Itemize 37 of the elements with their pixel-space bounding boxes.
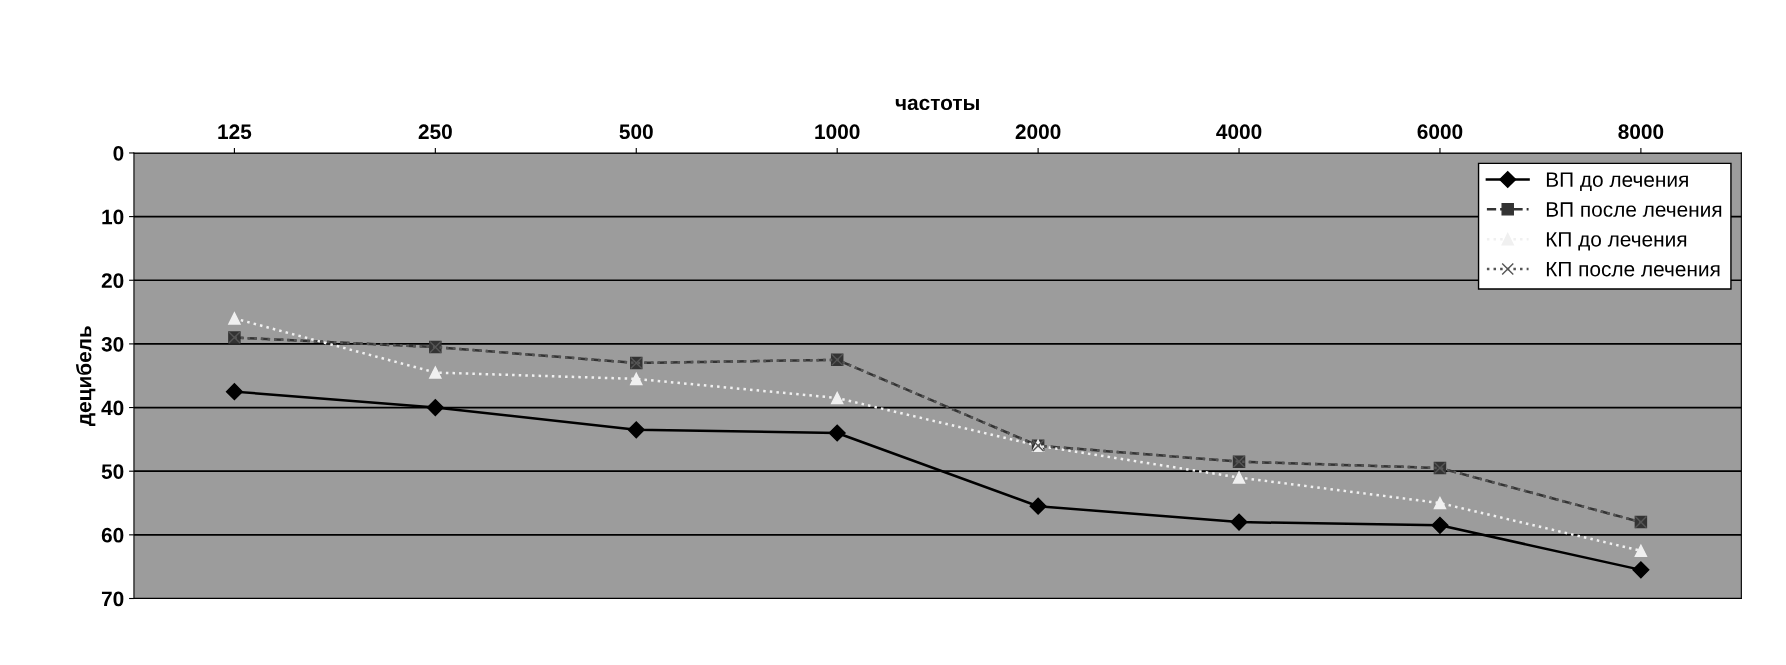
- y-tick-label: 30: [101, 336, 124, 352]
- x-tick-label: 8000: [1618, 124, 1664, 140]
- point: [630, 372, 643, 386]
- x-tick-label: 1000: [815, 124, 860, 140]
- legend-label: КП после лечения: [1546, 261, 1720, 277]
- y-tick-label: 40: [101, 400, 124, 416]
- legend-label: КП до лечения: [1546, 232, 1687, 251]
- point: [1230, 513, 1248, 531]
- legend-label: ВП до лечения: [1546, 172, 1688, 191]
- x-tick-label: 500: [619, 124, 653, 140]
- point: [828, 424, 846, 442]
- x-tick-label: 4000: [1216, 124, 1262, 140]
- point: [1029, 497, 1047, 515]
- y-tick-label: 0: [113, 145, 124, 161]
- point: [1431, 516, 1449, 534]
- y-tick-label: 50: [101, 464, 124, 479]
- point: [225, 383, 243, 401]
- point: [830, 391, 844, 405]
- x-tick-label: 6000: [1417, 124, 1463, 140]
- point: [426, 398, 444, 417]
- point: [1634, 544, 1648, 558]
- point: [429, 366, 442, 379]
- point: [228, 312, 241, 325]
- point: [1632, 561, 1650, 579]
- point: [1232, 471, 1246, 484]
- x-axis-title: частоты: [895, 98, 979, 111]
- y-tick-label: 10: [102, 209, 124, 225]
- point: [627, 421, 645, 439]
- y-axis-title: децибель: [75, 326, 96, 427]
- x-tick-label: 125: [218, 124, 252, 140]
- x-tick-label: 2000: [1015, 124, 1061, 140]
- y-tick-label: 70: [101, 591, 124, 607]
- legend-label: ВП после лечения: [1546, 202, 1722, 217]
- point: [1433, 496, 1447, 510]
- x-tick-label: 250: [418, 124, 452, 140]
- y-tick-label: 20: [101, 273, 124, 288]
- y-tick-label: 60: [101, 527, 124, 543]
